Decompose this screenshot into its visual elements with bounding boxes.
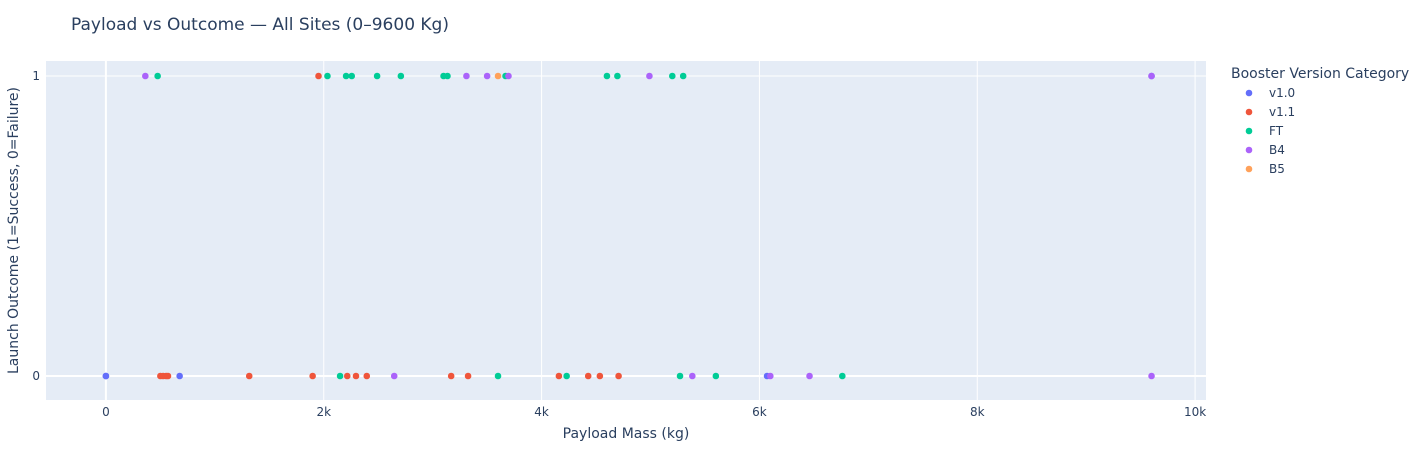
data-point xyxy=(315,72,322,80)
data-point xyxy=(668,72,676,80)
x-tick-label: 10k xyxy=(1184,405,1206,419)
data-point xyxy=(615,372,622,380)
data-point xyxy=(245,372,253,380)
legend-marker xyxy=(1245,89,1253,97)
data-point xyxy=(555,372,563,380)
data-point xyxy=(712,372,720,380)
plot-area xyxy=(46,61,1206,400)
legend-marker xyxy=(1245,127,1253,135)
data-point xyxy=(463,72,470,80)
data-point xyxy=(584,372,592,380)
data-point xyxy=(767,372,774,380)
data-point xyxy=(373,72,381,80)
data-point xyxy=(679,72,687,80)
data-point xyxy=(397,72,405,80)
y-tick-label: 1 xyxy=(32,69,40,83)
y-axis-ticks: 01 xyxy=(32,69,40,383)
legend-item[interactable]: v1.1 xyxy=(1245,105,1295,119)
zero-lines xyxy=(46,61,1206,400)
data-point xyxy=(806,372,813,380)
series-v1-1 xyxy=(157,72,622,380)
data-point xyxy=(1148,72,1155,80)
data-point xyxy=(464,372,472,380)
legend-item[interactable]: v1.0 xyxy=(1245,86,1295,100)
data-point xyxy=(839,372,846,380)
data-point xyxy=(309,372,316,380)
series-FT xyxy=(154,72,846,380)
data-point xyxy=(494,372,502,380)
data-point xyxy=(676,372,684,380)
data-point xyxy=(342,72,350,80)
x-axis-title: Payload Mass (kg) xyxy=(563,426,690,442)
data-point xyxy=(1148,372,1155,380)
data-point xyxy=(494,72,502,80)
data-point xyxy=(444,72,451,80)
x-tick-label: 2k xyxy=(316,405,331,419)
data-point xyxy=(336,372,344,380)
series-B4 xyxy=(142,72,1155,380)
y-tick-label: 0 xyxy=(32,369,40,383)
legend-label: v1.0 xyxy=(1269,86,1295,100)
legend-marker xyxy=(1245,146,1253,154)
data-point xyxy=(352,372,360,380)
data-point xyxy=(603,72,611,80)
data-point xyxy=(142,72,149,80)
legend-label: B4 xyxy=(1269,143,1285,157)
data-point xyxy=(176,372,183,380)
legend-marker xyxy=(1245,165,1253,173)
legend-item[interactable]: FT xyxy=(1245,124,1284,138)
data-points xyxy=(102,72,1155,380)
series-B5 xyxy=(494,72,502,80)
data-point xyxy=(154,72,161,80)
data-point xyxy=(343,372,351,380)
data-point xyxy=(563,372,570,380)
legend-title: Booster Version Category xyxy=(1231,66,1409,82)
data-point xyxy=(614,72,621,80)
legend-label: v1.1 xyxy=(1269,105,1295,119)
legend[interactable]: Booster Version Category v1.0 v1.1 FT B4 B5 xyxy=(1231,66,1409,176)
x-tick-label: 0 xyxy=(102,405,110,419)
data-point xyxy=(646,72,653,80)
y-axis-title: Launch Outcome (1=Success, 0=Failure) xyxy=(6,87,22,374)
legend-label: FT xyxy=(1269,124,1284,138)
data-point xyxy=(447,372,455,380)
x-tick-label: 6k xyxy=(752,405,767,419)
chart-title: Payload vs Outcome — All Sites (0–9600 K… xyxy=(71,15,449,35)
x-tick-label: 8k xyxy=(970,405,985,419)
data-point xyxy=(689,372,696,380)
data-point xyxy=(596,372,604,380)
legend-marker xyxy=(1245,108,1253,116)
data-point xyxy=(102,372,110,380)
data-point xyxy=(505,72,512,80)
data-point xyxy=(363,372,371,380)
data-point xyxy=(483,72,491,80)
legend-label: B5 xyxy=(1269,162,1285,176)
legend-item[interactable]: B5 xyxy=(1245,162,1285,176)
legend-item[interactable]: B4 xyxy=(1245,143,1285,157)
data-point xyxy=(390,372,398,380)
x-tick-label: 4k xyxy=(534,405,549,419)
x-axis-ticks: 0 2k 4k 6k 8k 10k xyxy=(102,405,1206,419)
data-point xyxy=(324,72,331,80)
data-point xyxy=(348,72,356,80)
data-point xyxy=(164,372,172,380)
